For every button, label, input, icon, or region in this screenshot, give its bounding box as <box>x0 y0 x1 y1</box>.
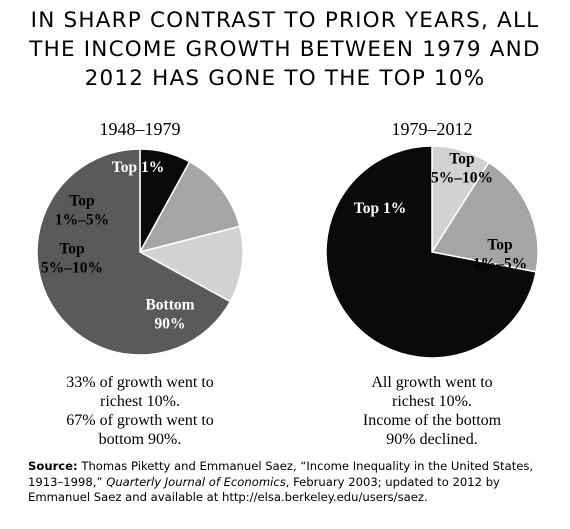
slice-label-line: Bottom <box>145 297 194 314</box>
slice-label-line: Top 1% <box>354 200 406 217</box>
slice-label-line: Top <box>59 241 84 258</box>
slice-label-line: 5%–10% <box>431 170 493 187</box>
pie-right: Top 5%–10% Top 1%–5% Top 1% <box>325 145 539 359</box>
slice-label: Top 5%–10% <box>431 151 493 187</box>
pie-slice <box>325 145 538 359</box>
slice-label: Top 1% <box>354 200 406 217</box>
caption-line: bottom 90%. <box>98 431 182 448</box>
source-label: Source: <box>28 459 78 473</box>
slice-label: Top 1% <box>112 159 164 176</box>
slice-label-line: Top <box>487 237 512 254</box>
title-line: IN SHARP CONTRAST TO PRIOR YEARS, ALL <box>30 8 540 33</box>
slice-label-line: Top 1% <box>112 159 164 176</box>
caption-line: richest 10%. <box>392 393 472 410</box>
caption-line: 90% declined. <box>386 431 478 448</box>
chart-title-left: 1948–1979 <box>100 119 181 139</box>
caption-right: All growth went to richest 10%. Income o… <box>332 373 532 449</box>
slice-label-line: Top <box>449 151 474 168</box>
slice-label: Top 1%–5% <box>473 237 527 273</box>
slice-label: Bottom 90% <box>145 297 194 333</box>
caption-line: All growth went to <box>371 374 493 391</box>
slice-label: Top 5%–10% <box>41 241 103 277</box>
slice-label-line: Top <box>69 193 94 210</box>
pie-slice <box>36 148 232 356</box>
caption-line: 67% of growth went to <box>66 412 214 429</box>
pie-slice <box>138 160 241 254</box>
source-text-before: Thomas Piketty and Emmanuel Saez, “Incom… <box>28 459 534 489</box>
pie-slice <box>137 225 244 303</box>
caption-line: 33% of growth went to <box>66 374 214 391</box>
source-note: Source: Thomas Piketty and Emmanuel Saez… <box>28 459 564 506</box>
pie-left: Top 1% Top 1%–5% Top 5%–10% Bottom 90% <box>36 148 244 356</box>
source-text-after: , February 2003; updated to 2012 by Emma… <box>28 474 500 505</box>
slice-label: Top 1%–5% <box>55 193 109 229</box>
source-journal: Quarterly Journal of Economics <box>106 474 286 489</box>
caption-left: 33% of growth went to richest 10%. 67% o… <box>40 373 240 449</box>
slice-label-line: 1%–5% <box>473 256 527 273</box>
caption-line: richest 10%. <box>100 393 180 410</box>
slice-label-line: 1%–5% <box>55 212 109 229</box>
slice-label-line: 90% <box>155 316 186 333</box>
page-title: IN SHARP CONTRAST TO PRIOR YEARS, ALL TH… <box>0 6 570 93</box>
slice-label-line: 5%–10% <box>41 260 103 277</box>
pie-slice <box>430 161 539 273</box>
title-line: 2012 HAS GONE TO THE TOP 10% <box>84 66 486 91</box>
caption-line: Income of the bottom <box>362 412 502 429</box>
chart-title-right: 1979–2012 <box>392 119 473 139</box>
title-line: THE INCOME GROWTH BETWEEN 1979 AND <box>29 37 541 62</box>
